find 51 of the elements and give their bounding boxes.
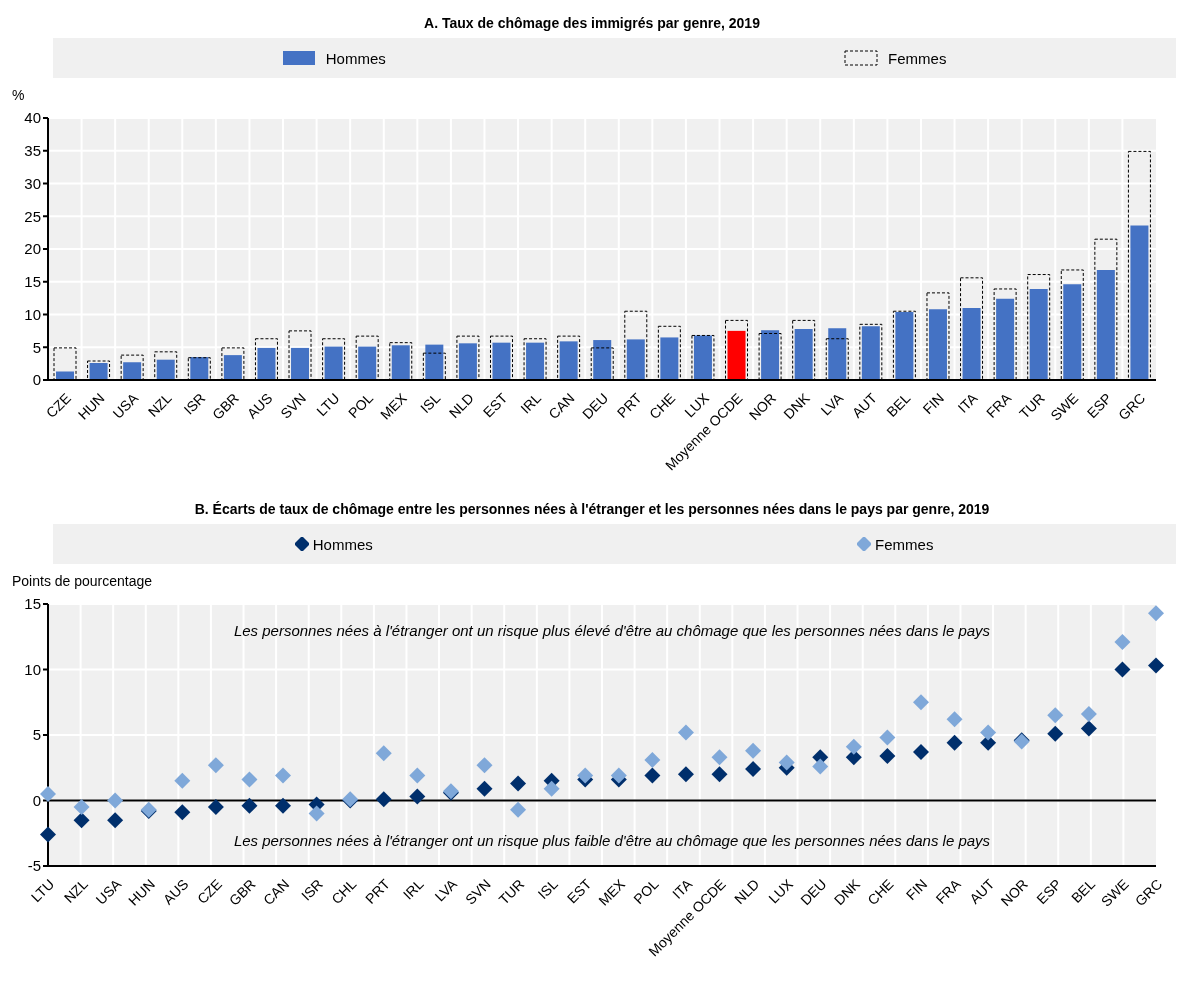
x-tick-label: LVA: [817, 389, 847, 419]
x-tick-label: FIN: [902, 875, 931, 904]
y-tick-label: 30: [24, 174, 41, 192]
legend-label: Hommes: [312, 535, 373, 553]
x-tick-label: FRA: [932, 875, 965, 907]
y-tick-label: -5: [27, 857, 41, 875]
x-tick-label: BEL: [883, 389, 914, 420]
y-axis-title: %: [12, 86, 26, 105]
x-tick-label: NZL: [144, 389, 175, 420]
annotation: Les personnes nées à l'étranger ont un risque plus faible d'être au chômage que les personnes nées dans le pays: [232, 832, 992, 849]
y-tick-label: 10: [24, 660, 41, 678]
annotation: Les personnes nées à l'étranger ont un risque plus élevé d'être au chômage que les personnes nées dans le pays: [232, 622, 992, 639]
x-tick-label: TUR: [1016, 389, 1048, 422]
x-tick-label: ITA: [954, 389, 981, 416]
legend-label: Hommes: [325, 49, 386, 67]
x-tick-label: ISR: [180, 389, 209, 418]
x-tick-label: BEL: [1068, 875, 1099, 906]
y-tick-label: 10: [24, 305, 41, 323]
y-tick-label: 5: [32, 726, 41, 744]
x-tick-label: IRL: [399, 875, 427, 903]
x-tick-label: POL: [345, 389, 377, 421]
x-tick-label: IRL: [517, 389, 545, 417]
y-tick-label: 5: [32, 338, 41, 356]
y-tick-label: 25: [24, 207, 41, 225]
x-tick-label: TUR: [495, 875, 528, 908]
x-tick-label: ISL: [534, 875, 561, 903]
x-tick-label: FIN: [919, 389, 947, 418]
x-tick-label: ITA: [669, 875, 696, 902]
y-tick-label: 0: [32, 791, 41, 809]
x-tick-label: USA: [92, 875, 125, 908]
y-axis-title: Points de pourcentage: [12, 572, 154, 591]
x-tick-label: NZL: [60, 875, 91, 906]
legend-label: Femmes: [888, 49, 947, 67]
x-tick-label: ISL: [417, 389, 444, 417]
x-tick-label: CHL: [328, 875, 360, 907]
x-tick-label: ISR: [297, 875, 326, 904]
x-tick-label: LVA: [431, 875, 461, 905]
y-tick-label: 15: [24, 595, 41, 613]
y-tick-label: 20: [24, 240, 41, 258]
x-tick-label: LTU: [27, 875, 58, 906]
legend-label: Femmes: [875, 535, 934, 553]
y-tick-label: 40: [24, 109, 41, 127]
chart-title: A. Taux de chômage des immigrés par genre, 2019: [423, 14, 761, 33]
x-tick-label: FRA: [982, 389, 1015, 421]
x-tick-label: LTU: [313, 389, 343, 420]
x-tick-label: POL: [630, 875, 662, 907]
y-tick-label: 35: [24, 142, 41, 160]
y-tick-label: 15: [24, 273, 41, 291]
x-tick-label: USA: [109, 389, 142, 422]
chart-title: B. Écarts de taux de chômage entre les personnes nées à l'étranger et les personnes nées dans le pays par genre, 2019: [193, 500, 991, 519]
y-tick-label: 0: [32, 371, 41, 389]
